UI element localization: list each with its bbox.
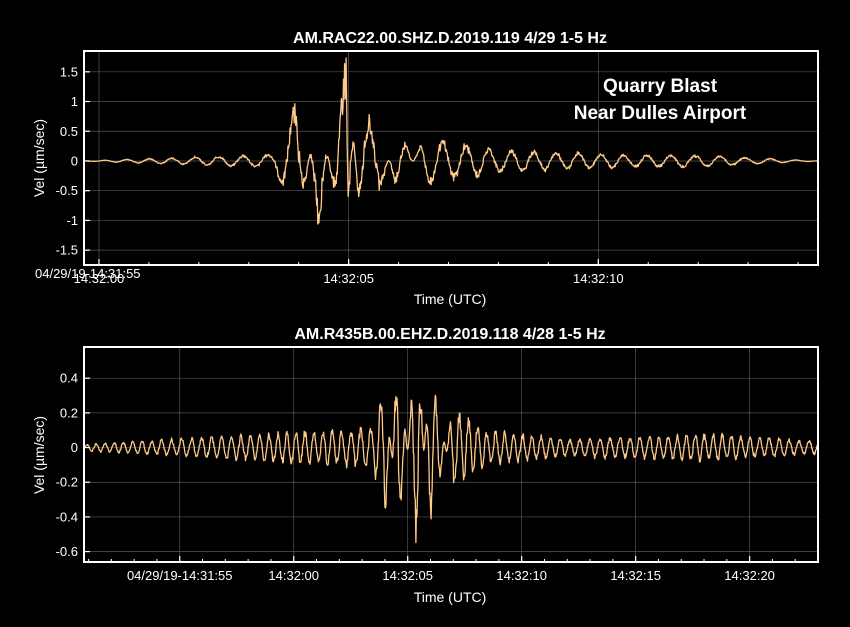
x-tick-label: 14:32:00	[268, 568, 319, 583]
y-tick-label: -0.2	[56, 475, 78, 490]
y-tick-label: 1.5	[60, 64, 78, 79]
panel-top-xlabel: Time (UTC)	[414, 291, 487, 307]
panel-top-ylabel: Vel (µm/sec)	[31, 119, 47, 197]
panel-bottom-frame	[83, 346, 819, 563]
panel-top-ticks: 1.5 1 0.5 0 -0.5 -1 -1.5 14:32:00 14:32:05 14:32:…	[56, 64, 799, 286]
panel-top-start-label: 04/29/19-14:31:55	[35, 266, 141, 281]
x-tick-label: 14:32:10	[573, 271, 624, 286]
panel-top-grid	[84, 51, 818, 265]
annotation-line-1: Quarry Blast	[603, 76, 718, 97]
panel-bottom-title: AM.R435B.00.EHZ.D.2019.118 4/28 1-5 Hz	[294, 326, 605, 343]
y-tick-label: -1	[66, 213, 78, 228]
panel-top-frame	[83, 50, 819, 266]
x-tick-label: 14:32:15	[610, 568, 661, 583]
panel-bottom-grid	[84, 347, 818, 562]
x-tick-label: 14:32:05	[382, 568, 433, 583]
y-tick-label: 1	[71, 94, 78, 109]
y-tick-label: 0.4	[60, 371, 78, 386]
y-tick-label: -0.5	[56, 183, 78, 198]
waveform-series	[83, 394, 819, 544]
panel-bottom: AM.R435B.00.EHZ.D.2019.118 4/28 1-5 Hz 0…	[31, 326, 819, 605]
y-tick-label: 0.5	[60, 124, 78, 139]
panel-top-title: AM.RAC22.00.SHZ.D.2019.119 4/29 1-5 Hz	[293, 30, 607, 47]
y-tick-label: 0.2	[60, 405, 78, 420]
x-tick-label: 14:32:20	[724, 568, 775, 583]
y-tick-label: 0	[71, 440, 78, 455]
x-tick-label: 04/29/19-14:31:55	[127, 568, 233, 583]
panel-bottom-xlabel: Time (UTC)	[414, 589, 487, 605]
panel-bottom-ticks: 0.4 0.2 0 -0.2 -0.4 -0.6 04/29/19-14:31:55 14:3…	[56, 371, 819, 583]
panel-top-waveform	[83, 57, 819, 225]
waveform-series	[83, 57, 819, 225]
x-tick-label: 14:32:10	[496, 568, 547, 583]
y-tick-label: 0	[71, 153, 78, 168]
y-tick-label: -0.4	[56, 509, 78, 524]
y-tick-label: -1.5	[56, 243, 78, 258]
x-tick-label: 14:32:00	[74, 271, 125, 286]
annotation-line-2: Near Dulles Airport	[574, 103, 747, 124]
panel-bottom-waveform	[83, 394, 819, 544]
y-tick-label: -0.6	[56, 544, 78, 559]
panel-top: AM.RAC22.00.SHZ.D.2019.119 4/29 1-5 Hz 1…	[31, 30, 819, 307]
panel-bottom-ylabel: Vel (µm/sec)	[31, 416, 47, 494]
x-tick-label: 14:32:05	[323, 271, 374, 286]
